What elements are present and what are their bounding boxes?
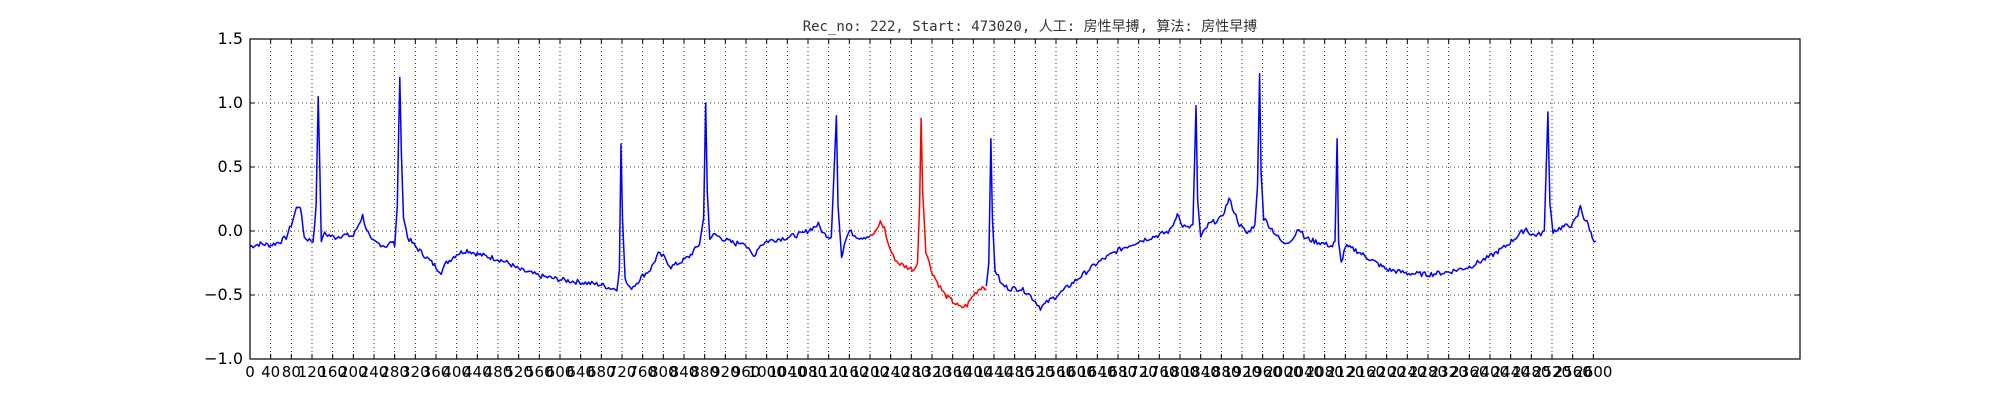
x-tick-label: 480 [484, 363, 513, 381]
x-tick-label: 2120 [1326, 363, 1364, 381]
x-tick-label: 1440 [975, 363, 1013, 381]
x-tick-label: 840 [670, 363, 699, 381]
x-tick-label: 600 [546, 363, 575, 381]
x-tick-label: 2280 [1409, 363, 1447, 381]
x-tick-label: 1200 [851, 363, 889, 381]
x-tick-label: 720 [608, 363, 637, 381]
chart-title: Rec_no: 222, Start: 473020, 人工: 房性早搏, 算法… [803, 18, 1258, 35]
x-tick-label: 320 [401, 363, 430, 381]
x-tick-label: 440 [463, 363, 492, 381]
x-tick-label: 40 [261, 363, 280, 381]
series-lines [249, 72, 1597, 311]
y-tick-label: −0.5 [204, 285, 243, 304]
grid-lines [250, 39, 1800, 359]
x-tick-label: 2480 [1512, 363, 1550, 381]
x-tick-label: 0 [245, 363, 255, 381]
x-tick-label: 560 [525, 363, 554, 381]
x-tick-label: 960 [732, 363, 761, 381]
x-tick-label: 1520 [1016, 363, 1054, 381]
x-tick-label: 1800 [1161, 363, 1199, 381]
x-tick-label: 640 [566, 363, 595, 381]
x-tick-label: 1360 [934, 363, 972, 381]
y-tick-label: −1.0 [204, 349, 243, 368]
x-tick-label: 2160 [1347, 363, 1385, 381]
x-tick-label: 360 [422, 363, 451, 381]
x-tick-label: 1640 [1078, 363, 1116, 381]
x-tick-label: 2560 [1554, 363, 1592, 381]
x-tick-label: 1600 [1058, 363, 1096, 381]
x-tick-label: 800 [649, 363, 678, 381]
x-tick-label: 1080 [789, 363, 827, 381]
x-tick-label: 2400 [1471, 363, 1509, 381]
x-tick-label: 1400 [954, 363, 992, 381]
x-tick-label: 1760 [1140, 363, 1178, 381]
x-tick-label: 280 [380, 363, 409, 381]
plot-frame [249, 38, 1801, 360]
x-tick-label: 2000 [1264, 363, 1302, 381]
ecg-series-0 [249, 76, 871, 292]
x-tick-label: 2600 [1574, 363, 1612, 381]
y-tick-label: 1.5 [218, 29, 243, 48]
x-tick-label: 1720 [1120, 363, 1158, 381]
ecg-series-2 [985, 72, 1597, 311]
x-tick-label: 80 [282, 363, 301, 381]
x-tick-label: 2200 [1368, 363, 1406, 381]
x-tick-label: 1320 [913, 363, 951, 381]
x-tick-label: 2040 [1285, 363, 1323, 381]
x-tick-label: 160 [318, 363, 347, 381]
y-tick-label: 0.5 [218, 157, 243, 176]
y-tick-label: 0.0 [218, 221, 243, 240]
x-tick-label: 120 [298, 363, 327, 381]
x-tick-label: 680 [587, 363, 616, 381]
x-tick-label: 880 [690, 363, 719, 381]
x-tick-label: 920 [711, 363, 740, 381]
x-axis: 0 40 8012016020024028032036040044048052056… [245, 39, 1612, 381]
x-tick-label: 1840 [1182, 363, 1220, 381]
x-tick-label: 2240 [1388, 363, 1426, 381]
x-tick-label: 1280 [892, 363, 930, 381]
y-axis: −1.0 −0.5 0.0 0.5 1.0 1.5 [204, 29, 1800, 368]
x-tick-label: 1480 [996, 363, 1034, 381]
x-tick-label: 400 [442, 363, 471, 381]
x-tick-label: 1960 [1244, 363, 1282, 381]
x-tick-label: 760 [628, 363, 657, 381]
x-tick-label: 1040 [768, 363, 806, 381]
x-tick-label: 1120 [810, 363, 848, 381]
x-tick-label: 2440 [1492, 363, 1530, 381]
x-tick-label: 1160 [830, 363, 868, 381]
x-tick-label: 1560 [1037, 363, 1075, 381]
x-tick-label: 1680 [1099, 363, 1137, 381]
x-tick-label: 520 [504, 363, 533, 381]
x-tick-label: 1000 [748, 363, 786, 381]
x-tick-label: 1240 [872, 363, 910, 381]
x-tick-label: 2080 [1306, 363, 1344, 381]
x-tick-label: 240 [360, 363, 389, 381]
x-tick-label: 200 [339, 363, 368, 381]
ecg-series-1 [869, 117, 987, 309]
x-tick-label: 2360 [1450, 363, 1488, 381]
x-tick-label: 2520 [1533, 363, 1571, 381]
x-tick-label: 1880 [1202, 363, 1240, 381]
x-tick-label: 2320 [1430, 363, 1468, 381]
x-tick-label: 1920 [1223, 363, 1261, 381]
y-tick-label: 1.0 [218, 93, 243, 112]
